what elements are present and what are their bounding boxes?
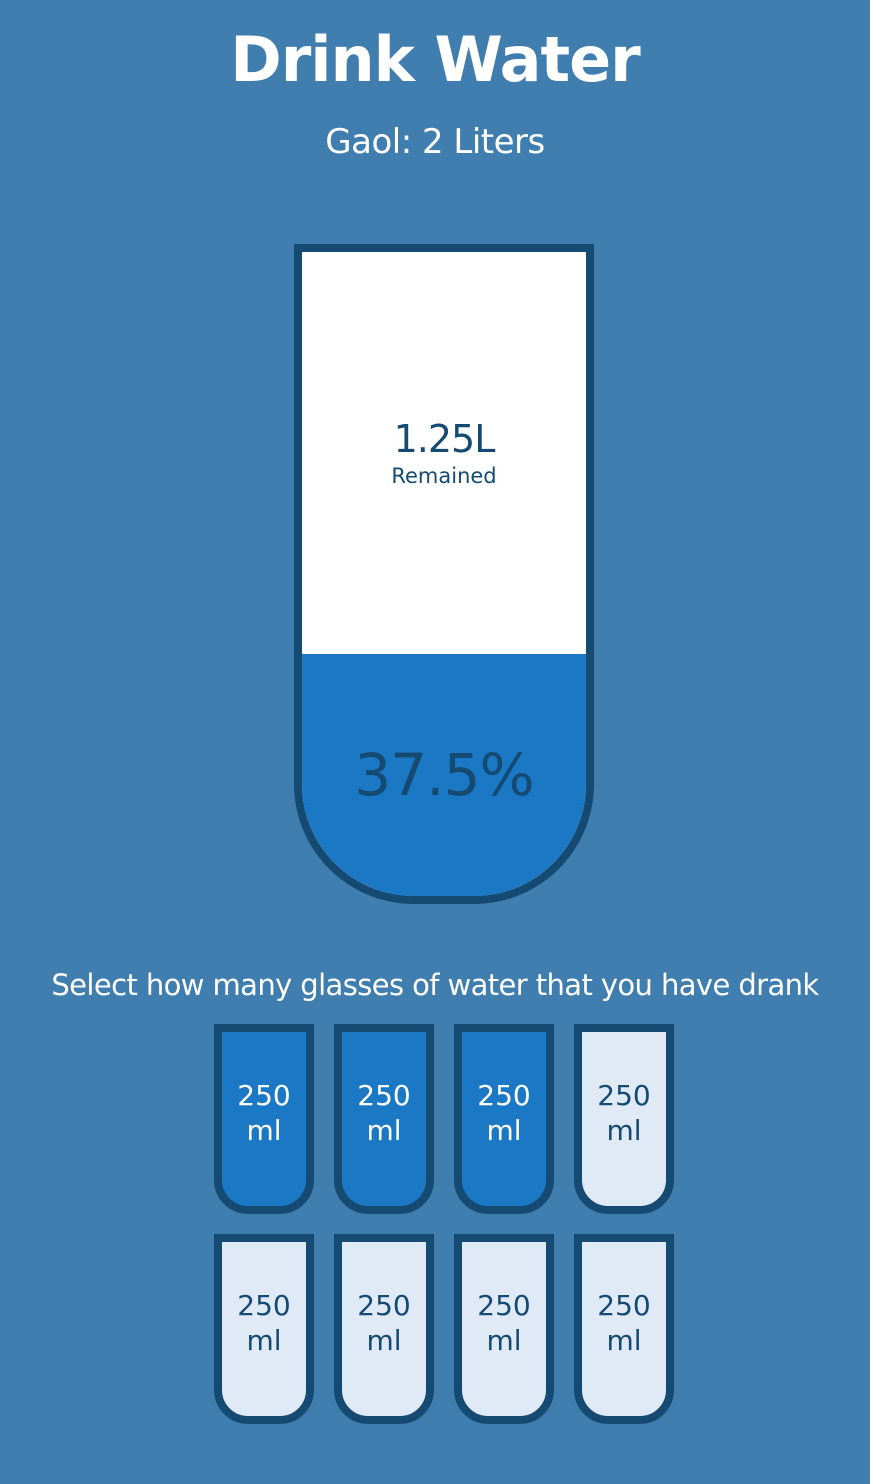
small-cup-label: 250 ml: [357, 1079, 411, 1147]
small-cup[interactable]: 250 ml: [214, 1024, 314, 1214]
small-cup[interactable]: 250 ml: [454, 1234, 554, 1424]
small-cups-grid: 250 ml 250 ml 250 ml 250 ml 250 ml 250 m…: [214, 1024, 674, 1424]
small-cup-label: 250 ml: [477, 1289, 531, 1357]
small-cup-label: 250 ml: [357, 1289, 411, 1357]
small-cup[interactable]: 250 ml: [214, 1234, 314, 1424]
small-cup[interactable]: 250 ml: [334, 1234, 434, 1424]
small-cup[interactable]: 250 ml: [574, 1024, 674, 1214]
small-cup[interactable]: 250 ml: [454, 1024, 554, 1214]
small-cup-label: 250 ml: [597, 1289, 651, 1357]
small-cup-label: 250 ml: [237, 1079, 291, 1147]
percentage-text: 37.5%: [354, 741, 534, 809]
page-title: Drink Water: [230, 23, 641, 96]
remained-label: Remained: [391, 464, 497, 488]
goal-text: Gaol: 2 Liters: [325, 122, 545, 162]
big-cup: 1.25L Remained 37.5%: [294, 244, 594, 904]
remained-section: 1.25L Remained: [302, 252, 586, 654]
small-cup-label: 250 ml: [477, 1079, 531, 1147]
small-cup-label: 250 ml: [597, 1079, 651, 1147]
small-cup[interactable]: 250 ml: [334, 1024, 434, 1214]
instruction-text: Select how many glasses of water that yo…: [51, 968, 819, 1002]
small-cup-label: 250 ml: [237, 1289, 291, 1357]
water-fill: 37.5%: [302, 654, 586, 896]
remained-amount: 1.25L: [393, 417, 496, 461]
small-cup[interactable]: 250 ml: [574, 1234, 674, 1424]
